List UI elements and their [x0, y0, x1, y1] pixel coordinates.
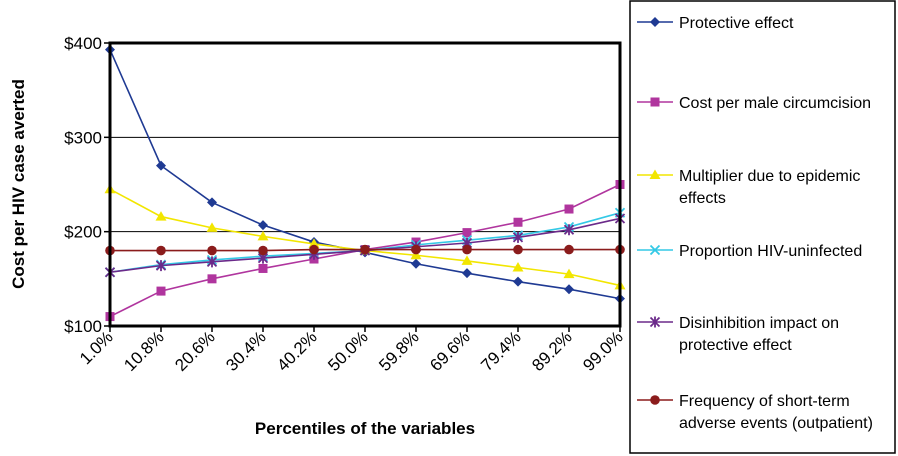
legend-swatch-marker — [649, 244, 661, 256]
legend-entry-5: Disinhibition impact on protective effect — [637, 315, 839, 354]
x-tick-label: 40.2% — [273, 327, 321, 375]
series-line — [109, 188, 621, 287]
data-point — [360, 244, 370, 255]
x-tick-label: 20.6% — [171, 327, 219, 375]
x-axis-ticks: 1.0% 10.8% 20.6% 30.4% 40.2% 50.0% 59.8% 69.6% 7… — [76, 326, 627, 375]
legend-frame — [629, 0, 896, 454]
legend-entry-6: Frequency of short-term adverse events (o… — [637, 393, 873, 432]
y-axis-ticks: $100 $200 $300 $400 — [64, 34, 110, 336]
y-tick-label: $100 — [64, 317, 102, 336]
legend-swatch-marker — [649, 169, 661, 179]
data-point — [156, 286, 166, 296]
y-tick-label: $300 — [64, 128, 102, 147]
legend-entry-3: Multiplier due to epidemic effects — [637, 168, 860, 207]
data-point — [512, 231, 524, 243]
data-point — [207, 274, 217, 284]
data-point — [258, 220, 268, 231]
data-point — [206, 256, 218, 268]
legend: Protective effect Cost per male circumcis… — [629, 0, 896, 454]
data-point — [513, 217, 523, 227]
data-point — [564, 204, 574, 214]
x-tick-label: 79.4% — [477, 327, 525, 375]
legend-label: Protective effect — [679, 15, 794, 32]
x-tick-label: 59.8% — [375, 327, 423, 375]
data-point — [564, 244, 574, 255]
data-point — [462, 268, 472, 279]
data-point — [258, 263, 268, 273]
data-point — [155, 211, 167, 221]
series-4 — [104, 207, 626, 278]
x-tick-label: 30.4% — [222, 327, 270, 375]
x-tick-label: 69.6% — [426, 327, 474, 375]
y-tick-label: $200 — [64, 223, 102, 242]
y-axis-title: Cost per HIV case averted — [9, 79, 28, 289]
data-point — [513, 244, 523, 255]
data-point — [411, 244, 421, 255]
data-point — [563, 268, 575, 279]
data-point — [563, 224, 575, 236]
legend-label: Frequency of short-term adverse events (o… — [679, 393, 873, 432]
legend-entry-1: Protective effect — [637, 15, 794, 32]
y-tick-label: $400 — [64, 34, 102, 53]
series-3 — [104, 183, 626, 290]
x-tick-label: 99.0% — [579, 327, 627, 375]
legend-label: Cost per male circumcision — [679, 95, 871, 112]
data-point — [308, 238, 320, 248]
data-point — [206, 222, 218, 232]
data-point — [207, 197, 217, 208]
series-line — [109, 49, 621, 300]
legend-swatch-marker — [650, 97, 660, 107]
legend-label: Multiplier due to epidemic effects — [679, 168, 860, 207]
x-tick-label: 89.2% — [528, 327, 576, 375]
data-point — [513, 276, 523, 287]
x-tick-label: 10.8% — [120, 327, 168, 375]
data-point — [411, 258, 421, 269]
data-point — [564, 284, 574, 295]
x-tick-label: 50.0% — [324, 327, 372, 375]
legend-label: Disinhibition impact on protective effect — [679, 315, 839, 354]
data-point — [410, 249, 422, 260]
legend-swatch-marker — [649, 316, 661, 328]
data-point — [309, 244, 319, 255]
x-axis-title: Percentiles of the variables — [255, 419, 475, 438]
legend-swatch-marker — [650, 395, 660, 405]
legend-entry-4: Proportion HIV-uninfected — [637, 243, 862, 260]
gridlines — [110, 136, 620, 233]
legend-entry-2: Cost per male circumcision — [637, 95, 871, 112]
data-point — [462, 244, 472, 255]
legend-swatch-marker — [650, 17, 660, 27]
data-point — [257, 230, 269, 241]
legend-label: Proportion HIV-uninfected — [679, 243, 862, 260]
data-point — [207, 245, 217, 256]
data-point — [258, 245, 268, 256]
data-point — [155, 260, 167, 272]
data-point — [156, 245, 166, 256]
data-point — [156, 160, 166, 171]
series-6 — [105, 244, 625, 256]
data-point — [512, 262, 524, 272]
series-layer — [104, 44, 626, 322]
data-point — [461, 255, 473, 265]
data-point — [462, 228, 472, 238]
